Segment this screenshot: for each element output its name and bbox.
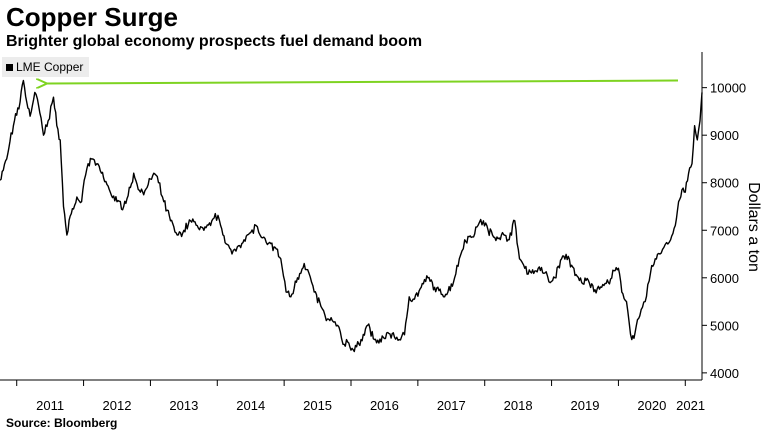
x-tick-label: 2016 <box>370 398 399 413</box>
y-tick-label: 5000 <box>710 318 739 333</box>
x-tick-label: 2020 <box>637 398 666 413</box>
y-tick-label: 9000 <box>710 128 739 143</box>
x-tick-label: 2011 <box>36 398 64 413</box>
x-tick-label: 2019 <box>571 398 600 413</box>
annotation-layer <box>47 81 679 84</box>
y-tick-label: 4000 <box>710 366 739 381</box>
y-axis-label: Dollars a ton <box>740 152 766 302</box>
y-tick-label: 7000 <box>710 223 739 238</box>
y-tick-label: 6000 <box>710 271 739 286</box>
x-tick-label: 2013 <box>169 398 198 413</box>
x-tick-label: 2021 <box>676 398 705 413</box>
source-note: Source: Bloomberg <box>6 416 118 430</box>
legend-swatch <box>6 64 13 71</box>
y-tick-label: 8000 <box>710 176 739 191</box>
x-tick-label: 2012 <box>103 398 132 413</box>
reference-arrow <box>47 81 679 84</box>
chart-subtitle: Brighter global economy prospects fuel d… <box>6 33 423 50</box>
series-layer <box>0 79 703 353</box>
legend-label: LME Copper <box>16 60 84 74</box>
x-ticks: 2011 2012 2013 2014 2015 2016 2017 2018 2019 2020… <box>16 380 705 413</box>
x-tick-label: 2015 <box>303 398 332 413</box>
x-tick-label: 2018 <box>504 398 533 413</box>
x-tick-label: 2014 <box>236 398 265 413</box>
series-line-lme-copper <box>0 79 703 353</box>
y-ticks: 4000 5000 6000 7000 8000 9000 10000 <box>702 81 746 381</box>
y-tick-label: 10000 <box>710 81 746 96</box>
legend: LME Copper <box>2 57 90 77</box>
chart-title: Copper Surge <box>6 2 178 32</box>
y-axis-label-text: Dollars a ton <box>745 182 762 272</box>
x-tick-label: 2017 <box>437 398 466 413</box>
